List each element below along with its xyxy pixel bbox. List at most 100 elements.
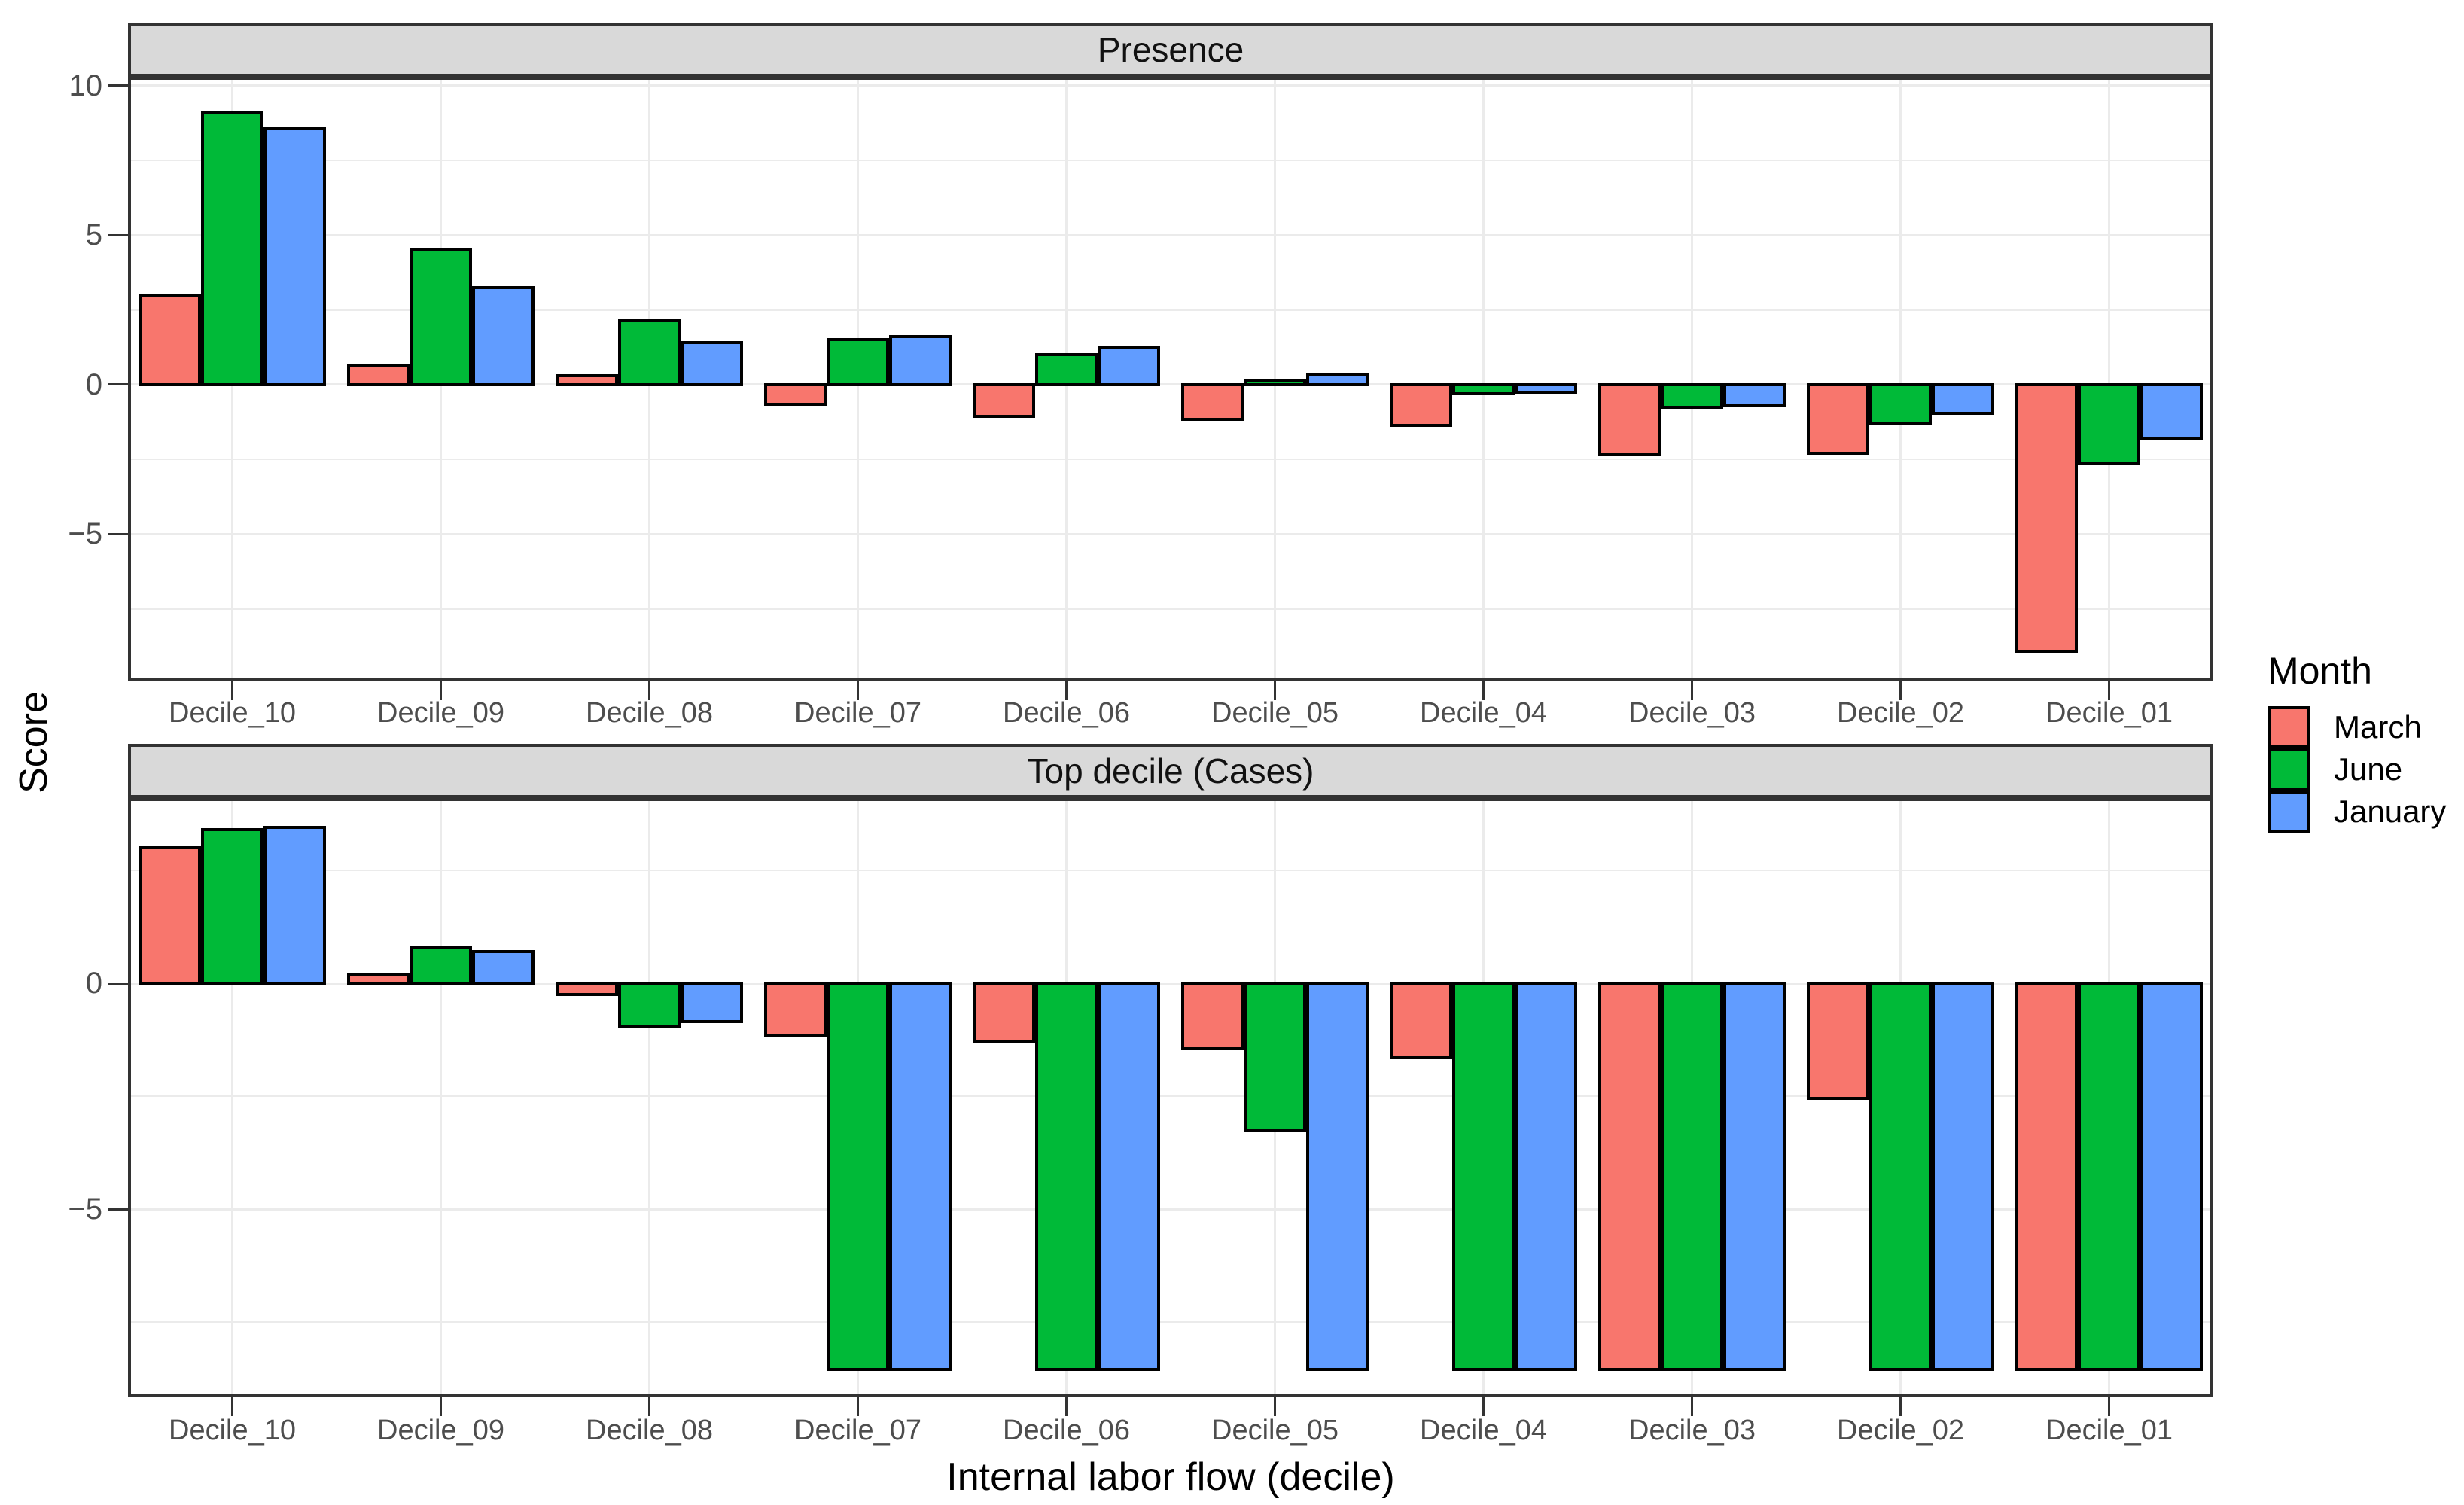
y-tick-label: −5 [68,1193,102,1226]
x-tick-label: Decile_10 [169,1415,296,1446]
gridline-minor-h [128,870,2213,871]
legend-swatch-june [2268,748,2310,791]
x-tick [1274,1397,1276,1416]
gridline-minor-h [128,160,2213,162]
x-tick-label: Decile_09 [377,1415,504,1446]
bar-top-decile-cases--decile-05-june [1244,982,1306,1132]
gridline-major-v [2108,77,2110,681]
bar-top-decile-cases--decile-02-march [1807,982,1869,1100]
bar-presence-decile-07-june [827,338,889,386]
x-tick [1065,1397,1068,1416]
x-tick-label: Decile_03 [1628,1415,1756,1446]
x-tick-label: Decile_08 [586,697,713,729]
bar-presence-decile-08-march [556,374,618,386]
bar-top-decile-cases--decile-06-june [1035,982,1098,1371]
bar-presence-decile-04-june [1452,382,1515,395]
x-tick-label: Decile_06 [1003,697,1130,729]
x-tick-label: Decile_03 [1628,697,1756,729]
x-tick [231,681,233,700]
x-tick-label: Decile_04 [1420,1415,1547,1446]
bar-top-decile-cases--decile-09-june [410,946,472,985]
facet-strip-label: Presence [1097,30,1244,69]
bar-presence-decile-01-january [2140,382,2203,440]
x-tick [2108,1397,2110,1416]
bar-top-decile-cases--decile-05-january [1306,982,1369,1371]
gridline-minor-h [128,608,2213,610]
bar-top-decile-cases--decile-07-june [827,982,889,1371]
bar-top-decile-cases--decile-03-march [1598,982,1661,1371]
x-tick-label: Decile_09 [377,697,504,729]
bar-top-decile-cases--decile-02-june [1869,982,1932,1371]
y-tick-label: 0 [85,367,102,401]
x-tick-label: Decile_07 [794,697,921,729]
bar-top-decile-cases--decile-07-march [764,982,827,1037]
x-tick [648,1397,650,1416]
bar-presence-decile-10-june [201,111,263,386]
bar-top-decile-cases--decile-08-june [618,982,681,1028]
bar-presence-decile-08-june [618,318,681,386]
x-tick [2108,681,2110,700]
bar-presence-decile-08-january [681,341,743,386]
x-tick [1482,1397,1485,1416]
gridline-minor-h [128,1321,2213,1323]
bar-presence-decile-09-january [472,285,535,386]
gridline-major-v [231,798,233,1397]
x-tick-label: Decile_01 [2045,1415,2173,1446]
bar-presence-decile-06-january [1098,346,1160,386]
legend-label-january: January [2334,794,2447,829]
y-tick [108,383,128,386]
x-tick [1065,681,1068,700]
bar-top-decile-cases--decile-10-june [201,828,263,985]
bar-top-decile-cases--decile-05-march [1181,982,1244,1050]
legend-title: Month [2268,650,2372,692]
gridline-major-h [128,383,2213,386]
legend-swatch-march [2268,706,2310,748]
bar-presence-decile-07-march [764,382,827,406]
bar-top-decile-cases--decile-10-march [139,846,201,985]
bar-top-decile-cases--decile-08-march [556,982,618,996]
x-tick-label: Decile_02 [1837,697,1964,729]
x-tick [1274,681,1276,700]
x-tick-label: Decile_02 [1837,1415,1964,1446]
gridline-minor-h [128,459,2213,461]
x-tick-label: Decile_05 [1211,697,1339,729]
x-tick [231,1397,233,1416]
bar-presence-decile-05-march [1181,382,1244,421]
gridline-major-h [128,233,2213,236]
facet-strip-label: Top decile (Cases) [1027,751,1314,791]
bar-presence-decile-03-june [1661,382,1723,409]
y-tick [108,532,128,535]
gridline-minor-h [128,309,2213,311]
x-tick [1691,1397,1693,1416]
bar-presence-decile-02-january [1932,382,1994,415]
x-axis-title: Internal labor flow (decile) [946,1455,1395,1499]
bar-presence-decile-01-march [2015,382,2078,654]
x-tick [1482,681,1485,700]
legend-swatch-january [2268,791,2310,833]
x-tick [1691,681,1693,700]
gridline-major-v [440,798,442,1397]
bar-top-decile-cases--decile-07-january [889,982,952,1371]
bar-top-decile-cases--decile-09-march [347,973,410,985]
bar-top-decile-cases--decile-09-january [472,950,535,985]
bar-presence-decile-05-january [1306,373,1369,386]
bar-presence-decile-06-june [1035,353,1098,386]
facet-strip-presence: Presence [128,23,2213,77]
bar-top-decile-cases--decile-06-march [973,982,1035,1043]
x-tick-label: Decile_01 [2045,697,2173,729]
y-tick-label: 5 [85,218,102,252]
gridline-major-h [128,1208,2213,1211]
bar-presence-decile-10-january [263,127,326,386]
y-tick [108,233,128,236]
y-tick [108,982,128,985]
bar-top-decile-cases--decile-03-june [1661,982,1723,1371]
legend-label-march: March [2334,709,2422,745]
x-tick [1899,1397,1902,1416]
bar-top-decile-cases--decile-06-january [1098,982,1160,1371]
x-tick-label: Decile_04 [1420,697,1547,729]
bar-presence-decile-04-march [1390,382,1452,427]
bar-presence-decile-06-march [973,382,1035,418]
gridline-major-v [1899,77,1902,681]
x-tick-label: Decile_05 [1211,1415,1339,1446]
bar-presence-decile-10-march [139,293,201,386]
